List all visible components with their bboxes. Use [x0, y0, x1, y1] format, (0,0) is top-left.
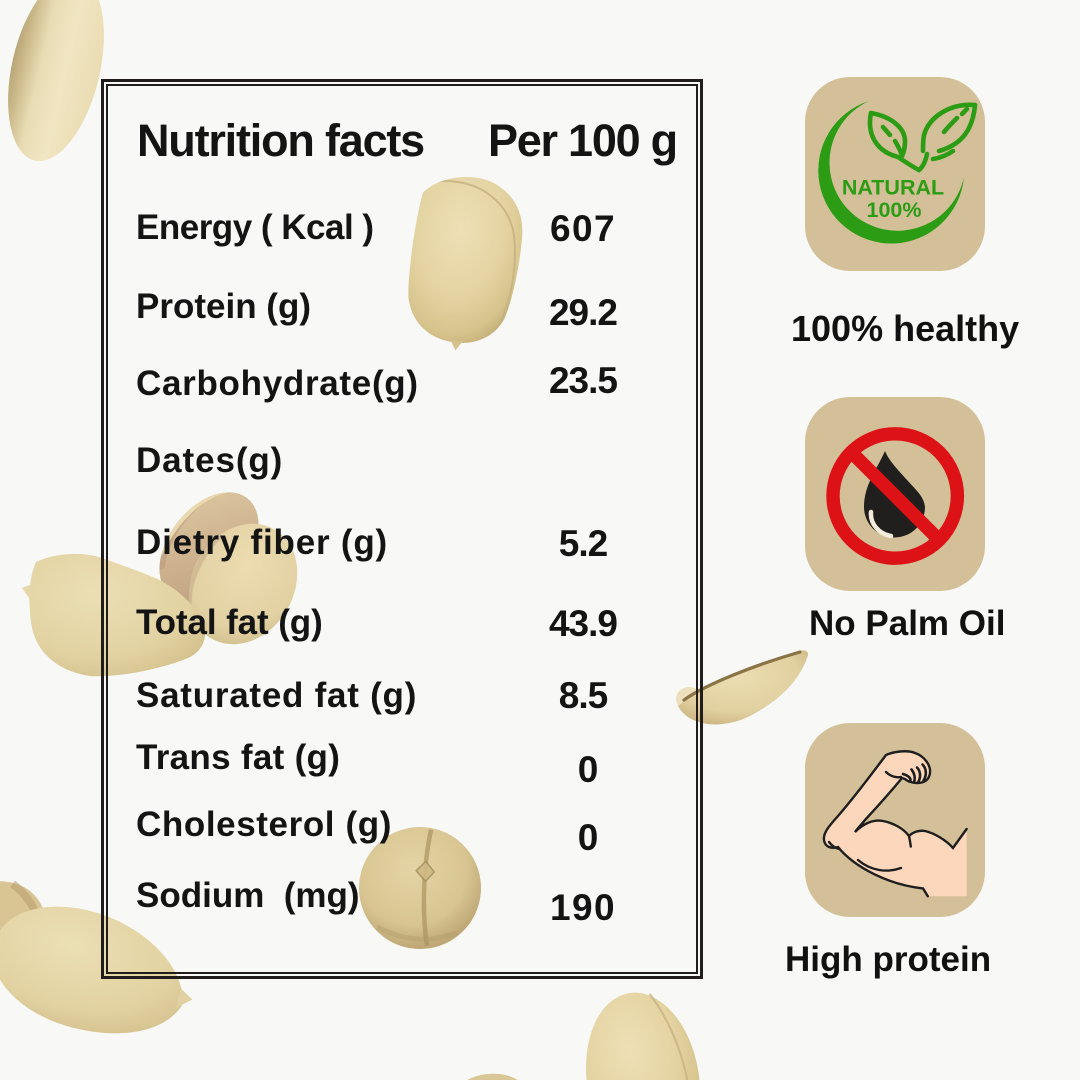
svg-text:NATURAL: NATURAL	[842, 176, 944, 200]
svg-text:100%: 100%	[867, 198, 922, 222]
